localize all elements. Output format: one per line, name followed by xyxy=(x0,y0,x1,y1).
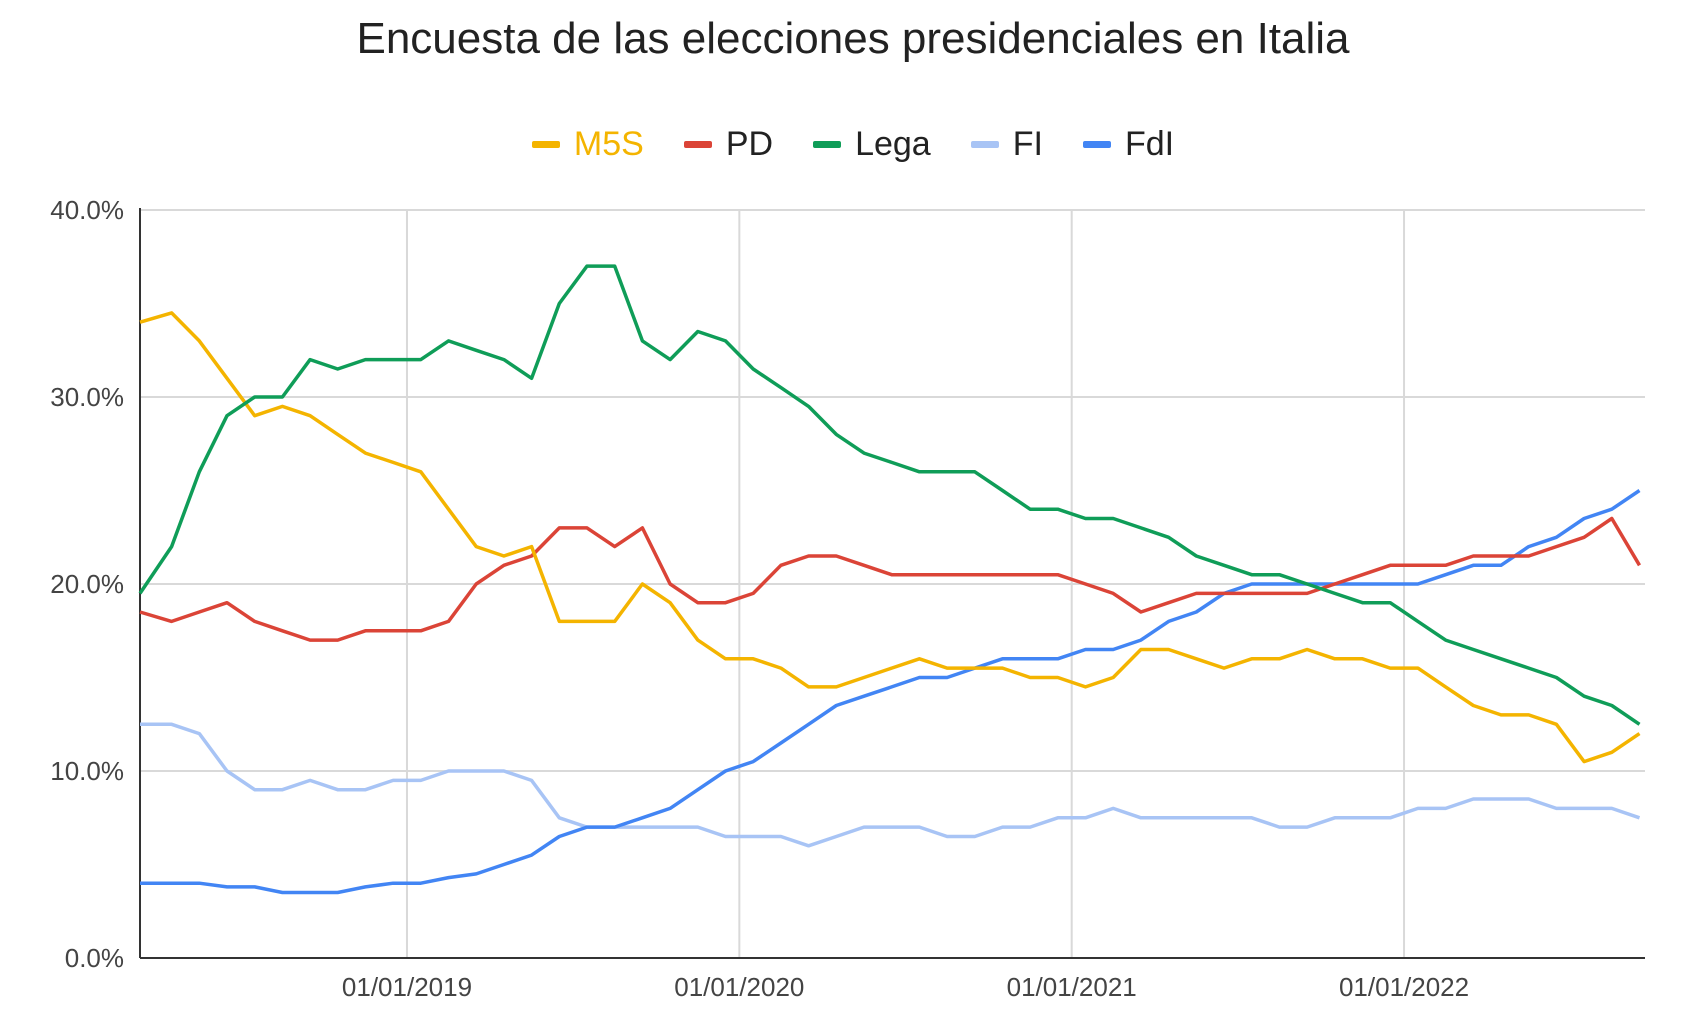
y-tick-label: 40.0% xyxy=(50,195,124,225)
legend-item-lega[interactable]: Lega xyxy=(813,125,931,164)
x-tick-label: 01/01/2020 xyxy=(674,972,804,1002)
legend-item-pd[interactable]: PD xyxy=(683,125,774,164)
legend-label: PD xyxy=(725,125,774,163)
legend-label: FdI xyxy=(1124,125,1175,163)
legend-swatch xyxy=(970,141,999,148)
legend-swatch xyxy=(1082,141,1111,148)
legend-swatch xyxy=(683,141,712,148)
legend-label: FI xyxy=(1012,125,1043,163)
legend: M5S PD Lega FI FdI xyxy=(0,125,1706,164)
legend-label: Lega xyxy=(855,125,931,163)
series-line-fdi xyxy=(140,489,1641,895)
legend-item-fi[interactable]: FI xyxy=(970,125,1043,164)
legend-item-fdi[interactable]: FdI xyxy=(1082,125,1175,164)
y-tick-label: 20.0% xyxy=(50,569,124,599)
series-line-m5s xyxy=(139,311,1641,764)
y-tick-label: 0.0% xyxy=(65,943,124,973)
legend-label: M5S xyxy=(573,125,644,163)
x-tick-label: 01/01/2022 xyxy=(1339,972,1469,1002)
legend-swatch xyxy=(813,141,842,148)
y-tick-label: 30.0% xyxy=(50,382,124,412)
legend-swatch xyxy=(531,141,560,148)
x-tick-label: 01/01/2021 xyxy=(1007,972,1137,1002)
series-line-fi xyxy=(140,722,1641,848)
series-line-lega xyxy=(138,264,1641,726)
legend-item-m5s[interactable]: M5S xyxy=(531,125,644,164)
series-line-pd xyxy=(139,516,1642,642)
chart-title: Encuesta de las elecciones presidenciale… xyxy=(356,14,1350,63)
y-tick-label: 10.0% xyxy=(50,756,124,786)
x-tick-label: 01/01/2019 xyxy=(342,972,472,1002)
